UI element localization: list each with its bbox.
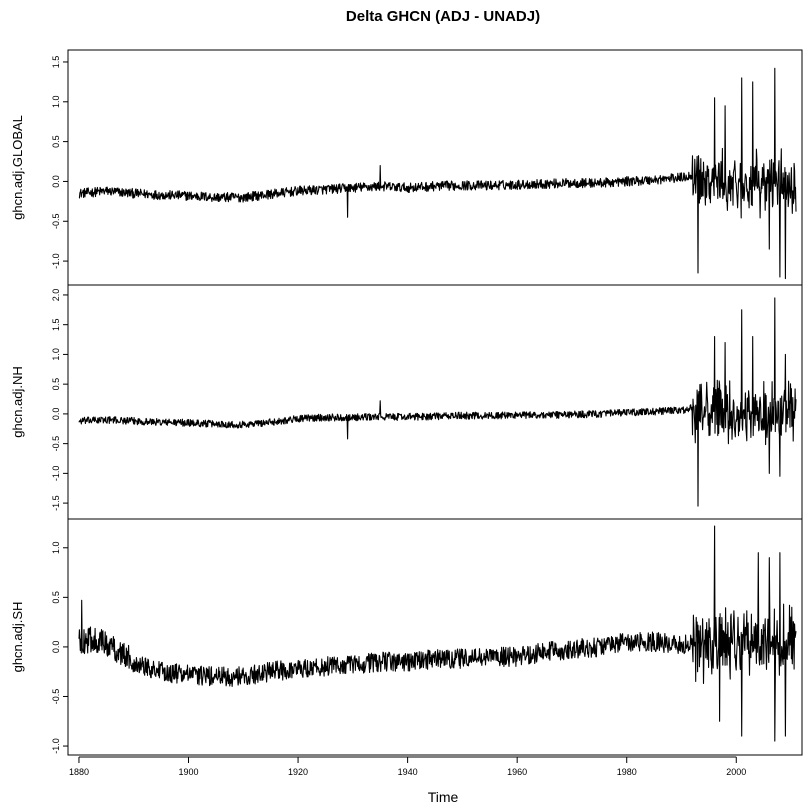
- y-tick-label: 0.5: [51, 135, 61, 148]
- x-tick-label: 1960: [507, 767, 527, 777]
- panel-ylabel: ghcn.adj.GLOBAL: [10, 115, 25, 220]
- y-tick-label: -1.0: [51, 738, 61, 754]
- y-tick-label: 0.5: [51, 378, 61, 391]
- y-tick-label: 1.0: [51, 96, 61, 109]
- y-tick-label: -1.5: [51, 495, 61, 511]
- y-tick-label: 1.5: [51, 56, 61, 69]
- y-tick-label: -0.5: [51, 689, 61, 705]
- y-tick-label: 1.5: [51, 318, 61, 331]
- x-tick-label: 1980: [617, 767, 637, 777]
- y-tick-label: -1.0: [51, 466, 61, 482]
- y-tick-label: 0.0: [51, 641, 61, 654]
- y-tick-label: 1.0: [51, 348, 61, 361]
- y-tick-label: -1.0: [51, 253, 61, 269]
- x-tick-label: 1900: [178, 767, 198, 777]
- x-tick-label: 1920: [288, 767, 308, 777]
- panel-frame: [67, 284, 803, 520]
- series-line: [78, 67, 797, 280]
- y-tick-label: 0.0: [51, 408, 61, 421]
- y-tick-label: 1.0: [51, 542, 61, 555]
- x-tick-label: 1940: [398, 767, 418, 777]
- chart-title: Delta GHCN (ADJ - UNADJ): [345, 8, 541, 25]
- panel-frame: [67, 518, 803, 756]
- y-tick-label: -0.5: [51, 214, 61, 230]
- series-line: [78, 525, 797, 742]
- y-tick-label: 0.5: [51, 591, 61, 604]
- series-line: [78, 297, 797, 507]
- panel-ylabel: ghcn.adj.NH: [10, 366, 25, 438]
- x-axis-label: Time: [428, 789, 459, 805]
- y-tick-label: 0.0: [51, 175, 61, 188]
- y-tick-label: 2.0: [51, 289, 61, 302]
- y-tick-label: -0.5: [51, 436, 61, 452]
- x-tick-label: 2000: [726, 767, 746, 777]
- x-tick-label: 1880: [69, 767, 89, 777]
- panel-ylabel: ghcn.adj.SH: [10, 602, 25, 673]
